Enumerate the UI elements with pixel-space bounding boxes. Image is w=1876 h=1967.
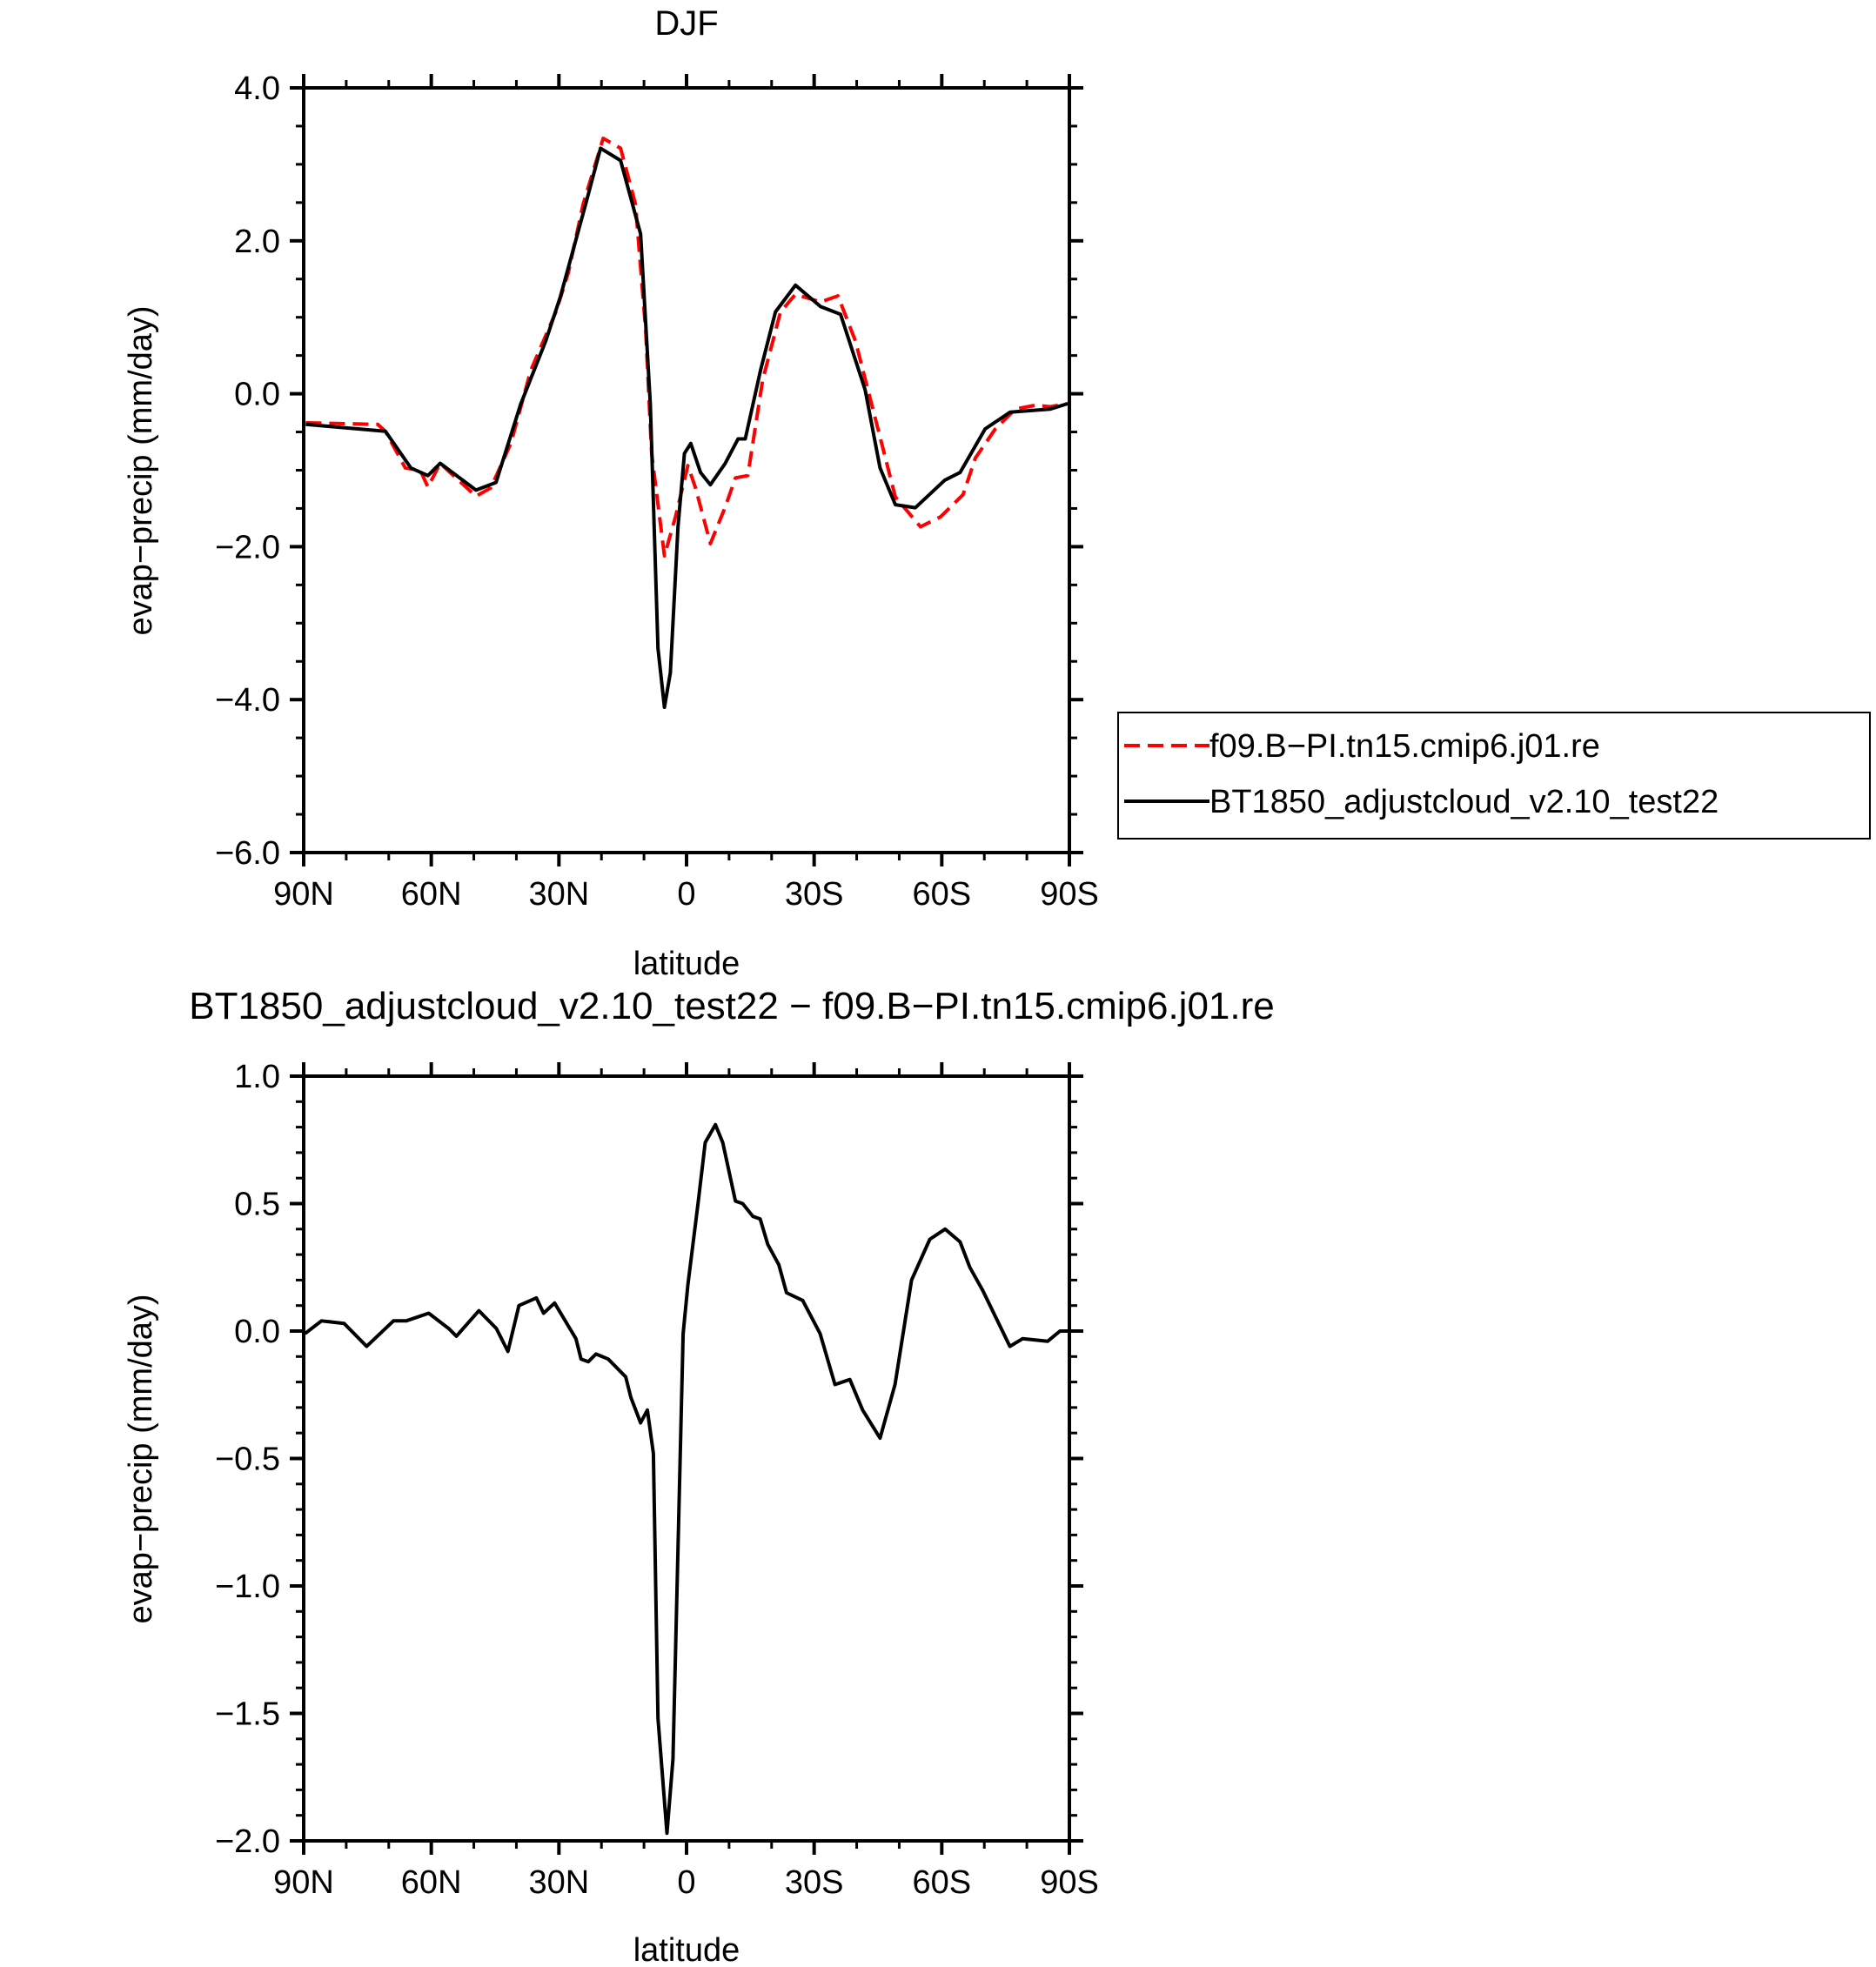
y-tick-label: −2.0 <box>215 529 280 565</box>
series-line-1 <box>305 137 1069 558</box>
bottom-y-axis-label: evap−precip (mm/day) <box>123 1294 159 1623</box>
x-tick-label: 90N <box>273 1864 334 1901</box>
y-tick-label: −2.0 <box>215 1823 280 1860</box>
legend-label-series-1: f09.B−PI.tn15.cmip6.j01.re <box>1209 728 1600 765</box>
bottom-x-axis-label: latitude <box>633 1932 740 1967</box>
top-x-axis-label: latitude <box>633 946 740 982</box>
top-y-axis-label: evap−precip (mm/day) <box>123 305 159 635</box>
y-tick-label: −4.0 <box>215 682 280 719</box>
x-tick-label: 90S <box>1040 876 1099 913</box>
y-tick-label: −6.0 <box>215 835 280 872</box>
x-tick-label: 30S <box>785 1864 844 1901</box>
series-line-1 <box>304 1122 1069 1836</box>
y-tick-label: −0.5 <box>215 1442 280 1478</box>
y-tick-label: 1.0 <box>234 1059 280 1095</box>
x-tick-label: 90N <box>273 876 334 913</box>
top-chart-title: DJF <box>654 4 718 43</box>
x-tick-label: 60S <box>913 1864 972 1901</box>
y-tick-label: −1.0 <box>215 1569 280 1605</box>
legend-box <box>1117 712 1871 840</box>
legend: f09.B−PI.tn15.cmip6.j01.re BT1850_adjust… <box>1117 712 1871 840</box>
legend-label-series-2: BT1850_adjustcloud_v2.10_test22 <box>1209 784 1719 820</box>
plot-frame <box>302 1074 1071 1843</box>
y-tick-label: 4.0 <box>234 70 280 107</box>
x-tick-label: 30N <box>528 1864 589 1901</box>
y-tick-label: 0.5 <box>234 1187 280 1223</box>
y-tick-label: −1.5 <box>215 1696 280 1733</box>
x-tick-label: 60N <box>401 876 462 913</box>
bottom-chart-title: BT1850_adjustcloud_v2.10_test22 − f09.B−… <box>189 985 1275 1027</box>
x-tick-label: 0 <box>677 1864 695 1901</box>
bottom-panel: BT1850_adjustcloud_v2.10_test22 − f09.B−… <box>123 985 1275 1967</box>
x-tick-label: 60N <box>401 1864 462 1901</box>
y-tick-label: 2.0 <box>234 224 280 260</box>
y-tick-label: 0.0 <box>234 1314 280 1350</box>
x-tick-label: 0 <box>677 876 695 913</box>
series-line-2 <box>305 146 1069 709</box>
top-panel: DJF latitude evap−precip (mm/day) 90N 60N… <box>123 4 1099 982</box>
y-tick-label: 0.0 <box>234 377 280 413</box>
x-tick-label: 30N <box>528 876 589 913</box>
x-tick-label: 60S <box>913 876 972 913</box>
x-tick-label: 30S <box>785 876 844 913</box>
x-tick-label: 90S <box>1040 1864 1099 1901</box>
